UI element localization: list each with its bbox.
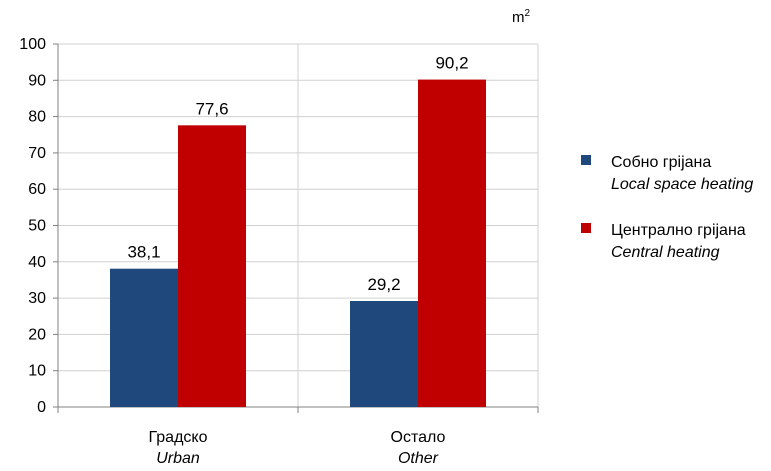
bars bbox=[110, 79, 486, 407]
x-axis-categories: Градско Urban Остало Other bbox=[149, 429, 446, 467]
bar-central-heating bbox=[418, 79, 486, 407]
bar-central-heating bbox=[178, 125, 246, 407]
y-tick-label: 20 bbox=[28, 326, 46, 343]
y-tick-label: 60 bbox=[28, 181, 46, 198]
legend-label-en-local-space-heating: Local space heating bbox=[611, 176, 753, 193]
y-tick-label: 90 bbox=[28, 72, 46, 89]
legend-label-local-space-heating: Собно грijана bbox=[611, 154, 711, 171]
y-tick-label: 80 bbox=[28, 109, 46, 126]
y-tick-label: 70 bbox=[28, 145, 46, 162]
legend-swatch-central-heating bbox=[581, 223, 591, 233]
unit-label: m2 bbox=[512, 8, 531, 26]
category-label-en: Urban bbox=[156, 450, 200, 467]
y-tick-label: 30 bbox=[28, 290, 46, 307]
data-label: 77,6 bbox=[195, 99, 228, 118]
legend-label-central-heating: Централно грijана bbox=[611, 222, 746, 239]
data-label: 90,2 bbox=[435, 54, 468, 73]
y-tick-label: 10 bbox=[28, 363, 46, 380]
legend-swatch-local-space-heating bbox=[581, 155, 591, 165]
data-label: 38,1 bbox=[127, 243, 160, 262]
y-tick-label: 100 bbox=[19, 36, 46, 53]
category-label: Градско bbox=[149, 429, 208, 446]
data-label: 29,2 bbox=[367, 275, 400, 294]
legend-label-en-central-heating: Central heating bbox=[611, 244, 720, 261]
category-label: Остало bbox=[391, 429, 446, 446]
bar-local-space-heating bbox=[110, 268, 178, 407]
unit-superscript: 2 bbox=[525, 8, 531, 19]
y-axis-ticks: 0 10 20 30 40 50 60 70 80 90 100 bbox=[19, 36, 58, 416]
data-labels: 38,1 77,6 29,2 90,2 bbox=[127, 54, 468, 294]
legend: Собно грijана Local space heating Централн… bbox=[581, 154, 753, 261]
y-tick-label: 40 bbox=[28, 254, 46, 271]
y-tick-label: 0 bbox=[37, 399, 46, 416]
y-tick-label: 50 bbox=[28, 218, 46, 235]
bar-local-space-heating bbox=[350, 301, 418, 407]
category-label-en: Other bbox=[398, 450, 439, 467]
